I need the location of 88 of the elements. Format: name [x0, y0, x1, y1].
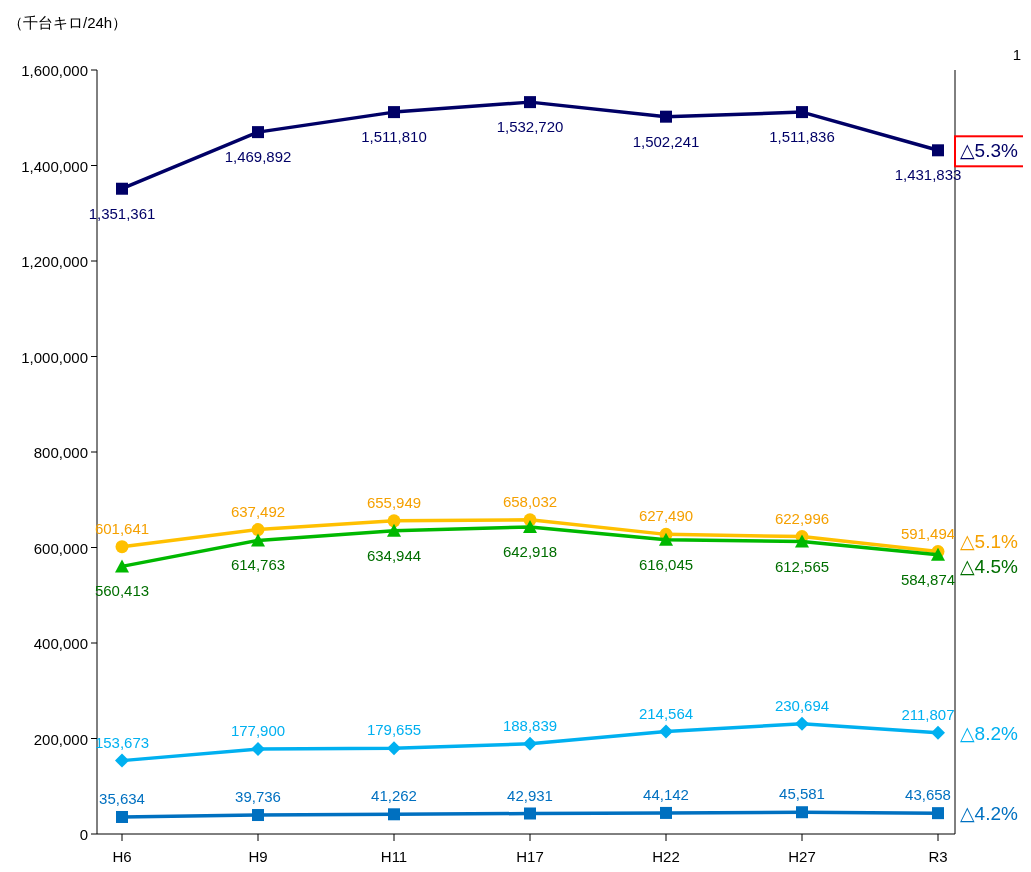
point	[251, 742, 265, 757]
y-tick-label: 1,400,000	[21, 157, 88, 175]
data-label: 1,502,241	[632, 132, 700, 150]
y-tick-label: 200,000	[33, 730, 88, 748]
data-label: 655,949	[366, 493, 422, 511]
point	[115, 559, 129, 573]
point	[252, 126, 264, 139]
annotation: △4.5%	[960, 555, 1019, 577]
data-label: 214,564	[638, 704, 694, 722]
y-tick-label: 600,000	[33, 539, 88, 557]
data-label: 591,494	[900, 524, 956, 542]
point	[116, 182, 128, 195]
data-label: 39,736	[235, 788, 281, 806]
data-label: 41,262	[371, 787, 417, 805]
point	[660, 806, 672, 819]
annotation: △8.2%	[960, 722, 1019, 744]
x-tick-label: R3	[928, 848, 948, 865]
data-label: 1,351,361	[88, 204, 156, 222]
data-label: 45,581	[779, 785, 825, 803]
data-label: 153,673	[94, 733, 150, 751]
y-tick-label: 1,200,000	[21, 253, 88, 270]
point	[659, 532, 673, 546]
y-tick-label: 1,000,000	[21, 348, 88, 366]
data-label: 616,045	[638, 555, 694, 573]
point	[387, 741, 401, 756]
data-label: 1,511,810	[361, 128, 427, 146]
data-label: 1,469,892	[224, 148, 292, 166]
point	[388, 808, 400, 821]
point	[387, 523, 401, 537]
data-label: 637,492	[230, 502, 286, 520]
data-label: 634,944	[366, 546, 422, 564]
point	[524, 96, 536, 109]
data-label: 612,565	[774, 557, 830, 575]
annotation: △4.2%	[960, 803, 1019, 825]
x-tick-label: H22	[652, 848, 680, 865]
point	[932, 144, 944, 157]
point	[115, 540, 129, 554]
data-label: 230,694	[774, 696, 830, 714]
data-label: 658,032	[502, 492, 558, 510]
data-label: 42,931	[507, 786, 553, 804]
data-label: 584,874	[900, 570, 956, 588]
data-label: 43,658	[905, 786, 951, 804]
point	[660, 110, 672, 123]
point	[795, 534, 809, 548]
data-label: 560,413	[94, 582, 150, 600]
data-label: 177,900	[230, 722, 286, 740]
point	[523, 736, 537, 751]
point	[251, 533, 265, 547]
point	[388, 106, 400, 119]
x-tick-label: H11	[380, 848, 408, 865]
x-tick-label: H6	[112, 848, 132, 865]
x-tick-label: H17	[516, 848, 544, 865]
data-label: 1,532,720	[496, 118, 564, 136]
point	[523, 520, 537, 534]
data-label: 44,142	[643, 785, 689, 803]
y-tick-label: 0	[79, 826, 88, 843]
data-label: 1,431,833	[894, 166, 962, 184]
point	[115, 753, 129, 768]
data-label: 188,839	[502, 716, 558, 734]
data-label: 622,996	[774, 509, 830, 527]
data-label: 1,511,836	[769, 128, 835, 146]
y-tick-label: 1,600,000	[21, 62, 88, 79]
point	[932, 807, 944, 820]
y-tick-label: 400,000	[33, 635, 88, 652]
data-label: 211,807	[901, 705, 955, 723]
data-label: 35,634	[99, 789, 145, 807]
annotation: △5.3%	[960, 140, 1019, 162]
data-label: 601,641	[94, 519, 150, 537]
data-label: 179,655	[366, 721, 422, 739]
point	[387, 514, 401, 528]
point	[796, 106, 808, 119]
point	[524, 807, 536, 820]
point	[251, 523, 265, 537]
x-tick-label: H9	[248, 848, 268, 865]
point	[252, 809, 264, 822]
point	[796, 806, 808, 819]
text: 1	[1012, 46, 1021, 63]
point	[659, 724, 673, 739]
data-label: 642,918	[502, 543, 558, 561]
y-tick-label: 800,000	[33, 444, 88, 461]
y-axis-title: （千台キロ/24h）	[8, 14, 128, 31]
data-label: 614,763	[230, 556, 286, 574]
x-tick-label: H27	[788, 848, 816, 865]
annotation: △5.1%	[960, 530, 1019, 552]
point	[931, 725, 945, 740]
data-label: 627,490	[638, 507, 694, 525]
point	[795, 716, 809, 731]
point	[116, 810, 128, 823]
